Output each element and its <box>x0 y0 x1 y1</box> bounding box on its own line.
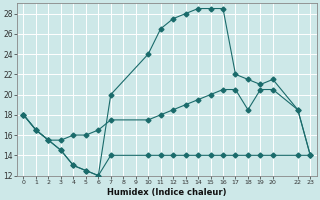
X-axis label: Humidex (Indice chaleur): Humidex (Indice chaleur) <box>107 188 227 197</box>
